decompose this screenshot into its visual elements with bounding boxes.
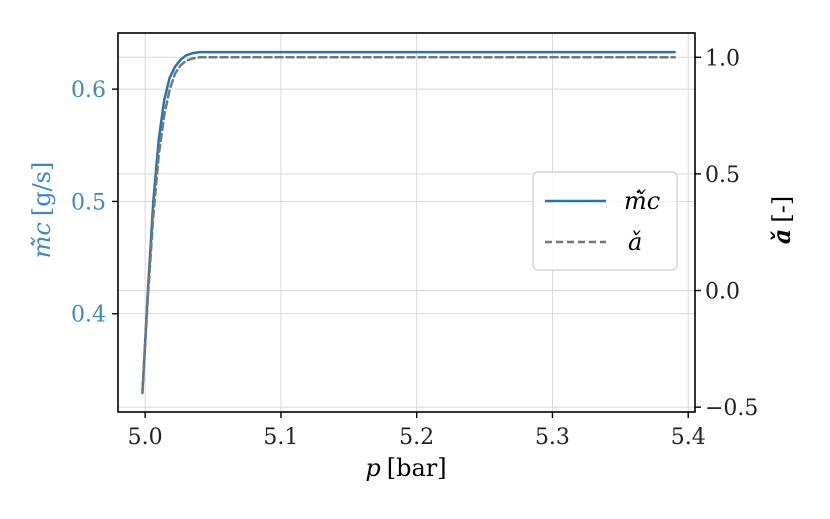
right-y-axis-label: ǎ[-] bbox=[767, 196, 796, 244]
x-tick-label: 5.4 bbox=[671, 425, 706, 450]
series-line-mdot bbox=[141, 50, 676, 394]
right-y-tick-label: 0.0 bbox=[705, 280, 740, 305]
legend-box bbox=[532, 171, 678, 271]
left-y-axis-ticks: 0.4 0.5 0.6 bbox=[71, 78, 118, 328]
right-y-tick-label: −0.5 bbox=[705, 396, 758, 421]
x-axis-ticks: 5.0 5.1 5.2 5.3 5.4 bbox=[128, 412, 706, 450]
left-y-axis-label: ṁ̌c[g/s] bbox=[28, 162, 56, 259]
legend: ṁ̌c ǎ bbox=[532, 171, 678, 271]
x-tick-label: 5.0 bbox=[128, 425, 163, 450]
series-line-a bbox=[141, 56, 676, 395]
left-y-tick-label: 0.5 bbox=[71, 190, 106, 215]
x-axis-label: p [bar] bbox=[365, 454, 446, 482]
series-layer bbox=[141, 50, 676, 395]
left-y-tick-label: 0.6 bbox=[71, 78, 106, 103]
right-y-axis-ticks: −0.5 0.0 0.5 1.0 bbox=[695, 46, 758, 421]
plot-frame bbox=[117, 32, 696, 413]
x-tick-label: 5.2 bbox=[399, 425, 434, 450]
right-y-tick-label: 1.0 bbox=[705, 46, 740, 71]
left-y-tick-label: 0.4 bbox=[71, 303, 106, 328]
x-tick-label: 5.1 bbox=[263, 425, 298, 450]
x-tick-label: 5.3 bbox=[535, 425, 570, 450]
legend-label-mdot: ṁ̌c bbox=[624, 187, 660, 215]
right-y-tick-label: 0.5 bbox=[705, 163, 740, 188]
legend-label-a: ǎ bbox=[628, 228, 642, 256]
